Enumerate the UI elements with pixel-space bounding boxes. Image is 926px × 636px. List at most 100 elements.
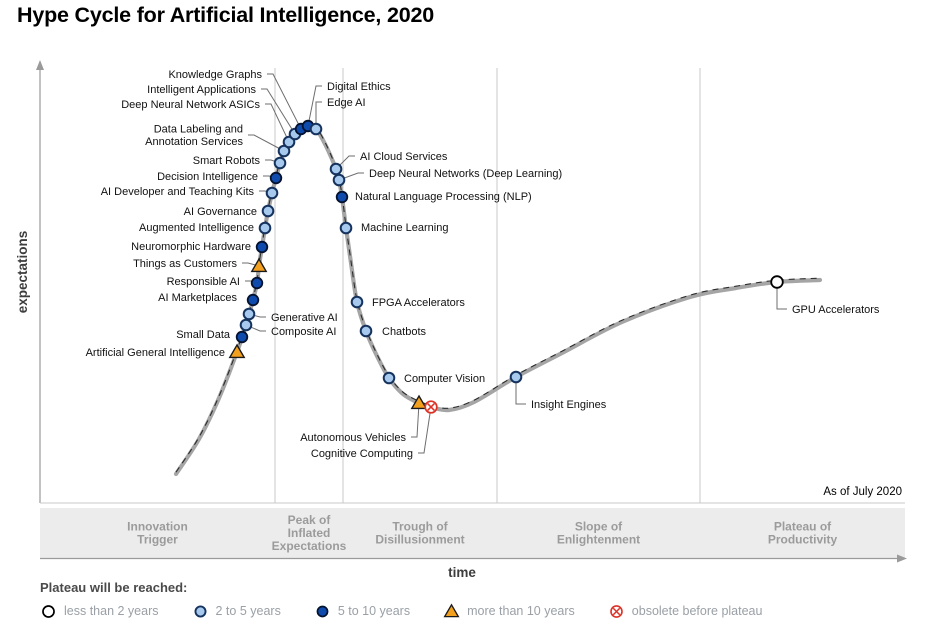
label-machine-learning: Machine Learning <box>361 222 448 234</box>
leader-line-deep-neural-network-asics <box>265 103 290 143</box>
legend-item-label: obsolete before plateau <box>631 604 763 618</box>
label-ai-governance: AI Governance <box>184 206 257 218</box>
leader-line-knowledge-graphs <box>267 73 302 130</box>
point-gpu-accelerators <box>770 275 784 289</box>
point-machine-learning <box>339 221 353 235</box>
phase-label-plateau-of-productivity: Plateau of Productivity <box>768 520 838 547</box>
label-fpga-accelerators: FPGA Accelerators <box>372 297 465 309</box>
leader-line-digital-ethics <box>307 85 322 127</box>
point-responsible-ai <box>250 276 264 290</box>
label-neuromorphic-hardware: Neuromorphic Hardware <box>131 241 251 253</box>
marker-circle-light-icon <box>194 605 206 618</box>
phase-label-peak-of-inflated-expectations: Peak of Inflated Expectations <box>272 513 347 553</box>
leader-line-intelligent-applications <box>261 88 296 135</box>
phase-label-trough-of-disillusionment: Trough of Disillusionment <box>375 520 464 547</box>
legend-circle-white-icon <box>42 605 55 618</box>
y-axis-arrow-icon <box>36 60 44 70</box>
label-things-as-customers: Things as Customers <box>133 258 237 270</box>
point-neuromorphic-hardware <box>255 240 269 254</box>
marker-circle-white-icon <box>42 605 55 618</box>
label-natural-language-processing-nlp: Natural Language Processing (NLP) <box>355 191 532 203</box>
label-smart-robots: Smart Robots <box>193 155 261 167</box>
phase-label-innovation-trigger: Innovation Trigger <box>127 520 188 547</box>
point-ai-marketplaces <box>246 293 260 307</box>
label-augmented-intelligence: Augmented Intelligence <box>139 222 254 234</box>
point-composite-ai <box>239 318 253 332</box>
point-ai-developer-and-teaching-kits <box>265 186 279 200</box>
leader-line-gpu-accelerators <box>776 282 787 310</box>
point-decision-intelligence <box>269 171 283 185</box>
point-edge-ai <box>309 122 323 136</box>
legend-item-less-than-2-years: less than 2 years <box>40 603 159 619</box>
label-knowledge-graphs: Knowledge Graphs <box>168 69 262 81</box>
point-ai-governance <box>261 204 275 218</box>
label-cognitive-computing: Cognitive Computing <box>311 448 413 460</box>
legend-item-label: 2 to 5 years <box>215 604 281 618</box>
point-chatbots <box>359 324 373 338</box>
leader-line-cognitive-computing <box>418 406 432 454</box>
leader-line-edge-ai <box>315 101 322 129</box>
label-ai-marketplaces: AI Marketplaces <box>158 292 237 304</box>
label-small-data: Small Data <box>176 329 231 341</box>
leader-line-insight-engines <box>515 377 526 405</box>
label-decision-intelligence: Decision Intelligence <box>157 171 258 183</box>
point-deep-neural-network-asics <box>282 135 296 149</box>
legend-item-2-to-5-years: 2 to 5 years <box>192 603 281 619</box>
label-generative-ai: Generative AI <box>271 312 338 324</box>
label-intelligent-applications: Intelligent Applications <box>147 84 256 96</box>
x-axis-arrow-icon <box>897 554 907 563</box>
legend-circle-light-icon <box>194 605 206 618</box>
label-edge-ai: Edge AI <box>327 97 366 109</box>
chart-title: Hype Cycle for Artificial Intelligence, … <box>17 3 434 27</box>
point-computer-vision <box>382 371 396 385</box>
as-of-date: As of July 2020 <box>823 486 902 498</box>
point-things-as-customers <box>250 257 268 273</box>
phase-label-slope-of-enlightenment: Slope of Enlightenment <box>557 520 640 547</box>
label-digital-ethics: Digital Ethics <box>327 81 391 93</box>
label-ai-developer-and-teaching-kits: AI Developer and Teaching Kits <box>101 186 255 198</box>
point-smart-robots <box>273 156 287 170</box>
marker-circle-dark-icon <box>316 605 329 618</box>
marker-triangle-icon <box>443 603 460 618</box>
legend-triangle-icon <box>443 603 460 618</box>
label-deep-neural-networks-deep-learning: Deep Neural Networks (Deep Learning) <box>369 168 562 180</box>
label-computer-vision: Computer Vision <box>404 373 485 385</box>
point-small-data <box>235 330 249 344</box>
point-insight-engines <box>509 370 523 384</box>
leader-line-data-labeling-and-annotation-services <box>248 134 285 152</box>
label-gpu-accelerators: GPU Accelerators <box>792 304 880 316</box>
legend-item-obsolete-before-plateau: obsolete before plateau <box>608 603 763 619</box>
hype-cycle-chart: Innovation Trigger Peak of Inflated Expectat… <box>15 60 907 580</box>
legend-obsolete-icon <box>609 605 623 618</box>
label-ai-cloud-services: AI Cloud Services <box>360 151 448 163</box>
point-fpga-accelerators <box>350 295 364 309</box>
label-deep-neural-network-asics: Deep Neural Network ASICs <box>121 99 260 111</box>
x-axis-label: time <box>448 565 476 580</box>
point-generative-ai <box>242 307 256 321</box>
leader-line-autonomous-vehicles <box>411 402 420 438</box>
label-artificial-general-intelligence: Artificial General Intelligence <box>86 347 225 359</box>
label-data-labeling-and-annotation-services: Data Labeling and Annotation Services <box>145 124 243 149</box>
point-artificial-general-intelligence <box>228 343 246 359</box>
legend-item-5-to-10-years: 5 to 10 years <box>314 603 410 619</box>
point-augmented-intelligence <box>258 221 272 235</box>
label-insight-engines: Insight Engines <box>531 399 607 411</box>
label-autonomous-vehicles: Autonomous Vehicles <box>300 432 406 444</box>
marker-obsolete-icon <box>609 605 623 618</box>
legend: less than 2 years 2 to 5 years 5 to 10 yea… <box>40 603 762 619</box>
leader-line-deep-neural-networks-deep-learning <box>338 172 364 181</box>
point-ai-cloud-services <box>329 162 343 176</box>
legend-title: Plateau will be reached: <box>40 580 188 595</box>
chart-base: Innovation Trigger Peak of Inflated Expectat… <box>36 60 907 563</box>
y-axis-label: expectations <box>15 231 30 314</box>
phase-band <box>40 508 905 558</box>
label-chatbots: Chatbots <box>382 326 427 338</box>
point-deep-neural-networks-deep-learning <box>332 173 346 187</box>
hype-curve-dashed-line <box>175 123 821 473</box>
point-autonomous-vehicles <box>410 394 428 410</box>
legend-item-label: less than 2 years <box>64 604 159 618</box>
chart-marks: Artificial General Intelligence Small Dat… <box>86 69 880 477</box>
legend-item-more-than-10-years: more than 10 years <box>443 603 575 619</box>
legend-item-label: 5 to 10 years <box>337 604 411 618</box>
